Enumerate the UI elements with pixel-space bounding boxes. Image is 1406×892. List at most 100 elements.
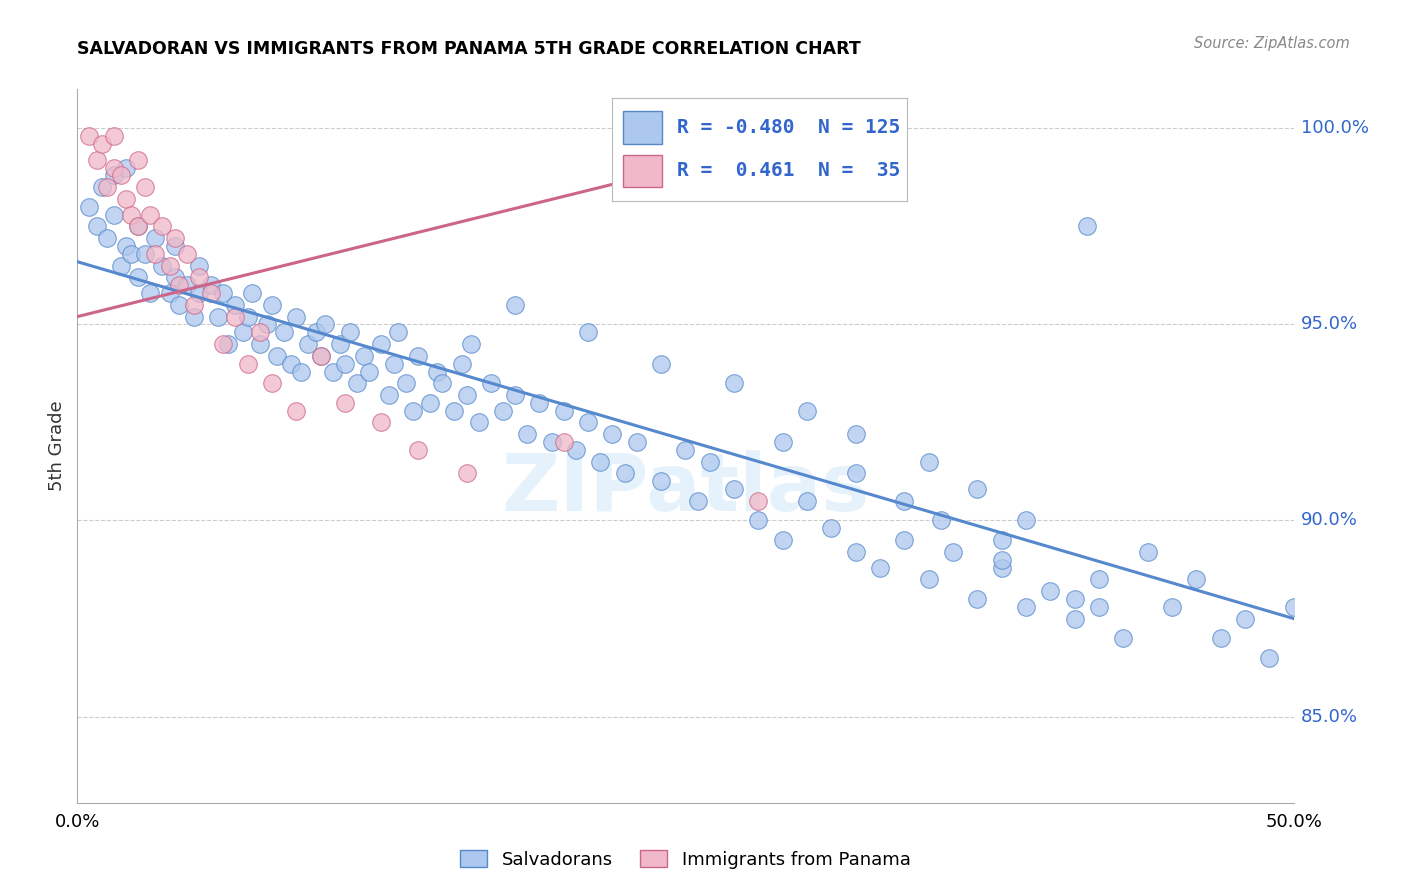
Point (224, 298, 246, 312)
Point (426, 364, 449, 378)
Point (176, 278, 198, 293)
Point (395, 376, 418, 391)
Point (450, 357, 472, 371)
Point (565, 442, 588, 457)
Point (675, 442, 697, 457)
Point (212, 286, 235, 301)
Point (212, 337, 235, 351)
Point (796, 494, 818, 508)
Text: SALVADORAN VS IMMIGRANTS FROM PANAMA 5TH GRADE CORRELATION CHART: SALVADORAN VS IMMIGRANTS FROM PANAMA 5TH… (77, 40, 860, 58)
Point (188, 270, 211, 285)
Point (163, 231, 186, 245)
Point (869, 560, 891, 574)
Point (589, 455, 612, 469)
Point (1088, 599, 1111, 614)
Point (456, 467, 478, 481)
Point (249, 337, 271, 351)
Point (115, 239, 138, 253)
Point (224, 310, 246, 324)
Point (370, 416, 392, 430)
Point (314, 318, 336, 332)
Point (120, 208, 142, 222)
Point (127, 270, 149, 285)
Point (456, 388, 478, 402)
Point (260, 376, 283, 391)
Point (169, 278, 191, 293)
Point (1112, 631, 1135, 645)
Point (1136, 545, 1159, 559)
Point (845, 467, 868, 481)
Point (359, 364, 381, 378)
Point (1063, 611, 1085, 625)
Point (990, 560, 1012, 574)
Point (430, 376, 453, 391)
Point (1088, 572, 1111, 586)
Point (686, 494, 709, 508)
Point (163, 239, 186, 253)
Point (576, 416, 599, 430)
Point (419, 396, 441, 410)
Point (103, 129, 125, 144)
Point (183, 310, 205, 324)
Point (479, 376, 502, 391)
Point (553, 403, 575, 417)
Point (110, 259, 132, 273)
Text: 95.0%: 95.0% (1301, 316, 1358, 334)
Point (103, 169, 125, 183)
Point (1076, 219, 1098, 234)
Point (402, 403, 425, 417)
Point (232, 326, 254, 340)
Point (207, 310, 229, 324)
Point (650, 475, 672, 489)
Point (152, 259, 174, 273)
Point (159, 286, 181, 301)
Point (273, 326, 295, 340)
Point (772, 533, 794, 547)
Point (966, 482, 988, 496)
Point (893, 533, 915, 547)
Point (1063, 591, 1085, 606)
Point (90, 180, 112, 194)
Point (377, 388, 399, 402)
Point (820, 521, 842, 535)
Point (387, 326, 409, 340)
Text: 100.0%: 100.0% (1301, 120, 1368, 137)
Point (134, 180, 156, 194)
Point (110, 169, 132, 183)
Point (169, 298, 191, 312)
Point (120, 247, 142, 261)
Point (134, 247, 156, 261)
Point (143, 247, 166, 261)
Point (747, 514, 769, 528)
Point (96, 231, 118, 245)
Point (503, 298, 526, 312)
Point (127, 219, 149, 234)
Point (540, 435, 562, 450)
Point (115, 192, 138, 206)
Point (529, 396, 551, 410)
Point (1209, 631, 1232, 645)
Point (143, 231, 166, 245)
Point (1185, 572, 1208, 586)
Point (176, 247, 198, 261)
Point (699, 455, 721, 469)
Point (127, 153, 149, 167)
Point (86, 153, 108, 167)
Point (329, 337, 352, 351)
Point (1015, 514, 1038, 528)
Point (285, 403, 308, 417)
Point (406, 349, 429, 363)
Point (1161, 599, 1184, 614)
Point (200, 278, 222, 293)
Point (929, 514, 952, 528)
Point (115, 161, 138, 175)
Point (650, 357, 672, 371)
Point (236, 357, 259, 371)
Point (406, 442, 429, 457)
Point (309, 349, 332, 363)
Legend: Salvadorans, Immigrants from Panama: Salvadorans, Immigrants from Panama (453, 843, 918, 876)
Point (1039, 584, 1062, 599)
Point (188, 259, 211, 273)
Point (845, 545, 868, 559)
Point (576, 326, 599, 340)
